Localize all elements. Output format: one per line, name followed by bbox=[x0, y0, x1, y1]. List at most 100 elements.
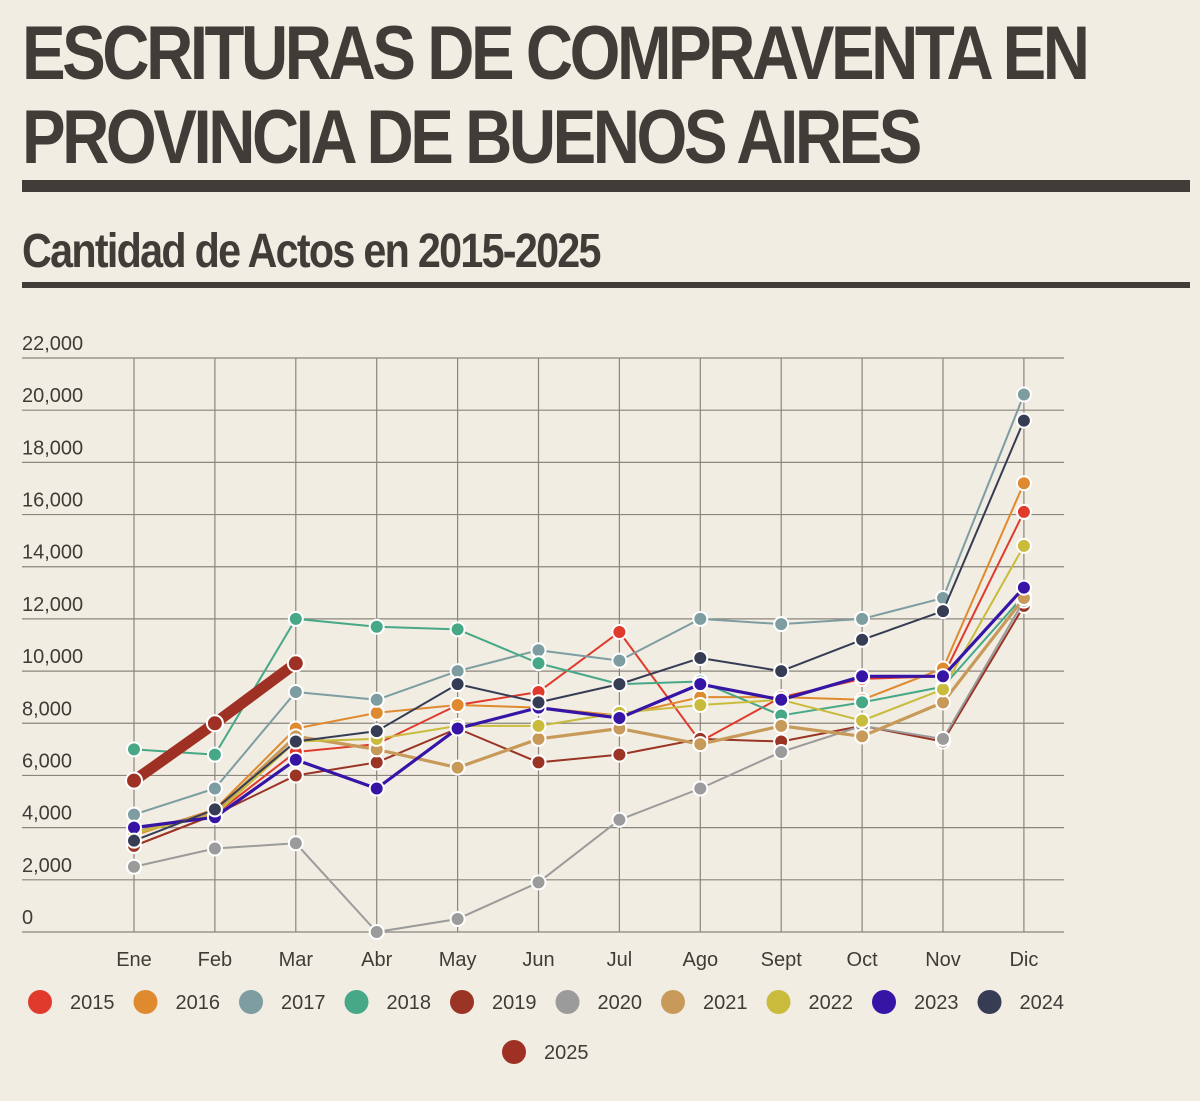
legend-item-2016[interactable]: 2016 bbox=[133, 990, 221, 1014]
data-point-2019[interactable] bbox=[611, 746, 628, 763]
x-tick-label: Ene bbox=[116, 949, 152, 971]
data-point-2024[interactable] bbox=[449, 676, 466, 693]
data-point-2019[interactable] bbox=[530, 754, 547, 771]
legend-item-2020[interactable]: 2020 bbox=[555, 990, 643, 1014]
data-point-2023[interactable] bbox=[449, 720, 466, 737]
data-point-2024[interactable] bbox=[935, 603, 951, 620]
legend-label: 2024 bbox=[1020, 992, 1065, 1014]
data-point-2017[interactable] bbox=[773, 616, 790, 633]
data-point-2022[interactable] bbox=[530, 717, 547, 734]
data-point-2023[interactable] bbox=[935, 668, 951, 685]
data-point-2024[interactable] bbox=[287, 733, 304, 750]
x-tick-label: Jul bbox=[607, 949, 633, 971]
legend-label: 2016 bbox=[176, 992, 221, 1014]
data-point-2023[interactable] bbox=[1015, 579, 1032, 596]
data-point-2021[interactable] bbox=[773, 717, 790, 734]
data-point-2023[interactable] bbox=[611, 710, 628, 727]
data-point-2017[interactable] bbox=[611, 652, 628, 669]
data-point-2015[interactable] bbox=[1015, 503, 1032, 520]
data-point-2016[interactable] bbox=[449, 697, 466, 714]
legend-item-2017[interactable]: 2017 bbox=[239, 990, 326, 1014]
data-point-2017[interactable] bbox=[854, 610, 871, 627]
data-point-2019[interactable] bbox=[368, 754, 385, 771]
legend-item-2018[interactable]: 2018 bbox=[344, 990, 432, 1014]
data-point-2023[interactable] bbox=[854, 668, 871, 685]
data-point-2023[interactable] bbox=[692, 676, 709, 693]
data-point-2017[interactable] bbox=[1015, 386, 1032, 403]
data-point-2025[interactable] bbox=[205, 714, 224, 733]
data-point-2020[interactable] bbox=[530, 874, 547, 891]
legend-item-2025[interactable]: 2025 bbox=[502, 1040, 589, 1064]
data-point-2023[interactable] bbox=[126, 819, 142, 836]
data-point-2015[interactable] bbox=[611, 623, 628, 640]
data-point-2021[interactable] bbox=[935, 694, 951, 711]
y-tick-label: 12,000 bbox=[22, 594, 83, 616]
series-line-2023 bbox=[132, 586, 1026, 830]
data-point-2020[interactable] bbox=[692, 780, 709, 797]
data-point-2017[interactable] bbox=[692, 610, 709, 627]
legend-item-2024[interactable]: 2024 bbox=[977, 990, 1065, 1014]
data-point-2017[interactable] bbox=[206, 780, 223, 797]
legend-item-2023[interactable]: 2023 bbox=[872, 990, 959, 1014]
data-point-2018[interactable] bbox=[287, 610, 304, 627]
data-point-2017[interactable] bbox=[287, 683, 304, 700]
data-point-2020[interactable] bbox=[287, 835, 304, 852]
data-point-2018[interactable] bbox=[368, 618, 385, 635]
legend-item-2022[interactable]: 2022 bbox=[766, 990, 854, 1014]
legend-item-2015[interactable]: 2015 bbox=[28, 990, 115, 1014]
legend-swatch bbox=[872, 990, 896, 1014]
data-point-2017[interactable] bbox=[126, 806, 142, 823]
data-point-2024[interactable] bbox=[773, 663, 790, 680]
data-point-2018[interactable] bbox=[530, 655, 547, 672]
data-point-2018[interactable] bbox=[206, 746, 223, 763]
data-point-2018[interactable] bbox=[449, 621, 466, 638]
data-point-2016[interactable] bbox=[368, 704, 385, 721]
legend-item-2019[interactable]: 2019 bbox=[450, 990, 537, 1014]
data-point-2023[interactable] bbox=[773, 691, 790, 708]
data-point-2017[interactable] bbox=[449, 663, 466, 680]
data-point-2024[interactable] bbox=[692, 650, 709, 667]
data-point-2022[interactable] bbox=[935, 681, 951, 698]
data-point-2020[interactable] bbox=[773, 743, 790, 760]
data-point-2024[interactable] bbox=[368, 723, 385, 740]
data-point-2021[interactable] bbox=[449, 759, 466, 776]
legend-item-2021[interactable]: 2021 bbox=[661, 990, 748, 1014]
data-point-2021[interactable] bbox=[692, 736, 709, 753]
data-point-2021[interactable] bbox=[530, 730, 547, 747]
data-point-2024[interactable] bbox=[854, 631, 871, 648]
data-point-2024[interactable] bbox=[126, 832, 142, 849]
data-point-2024[interactable] bbox=[530, 694, 547, 711]
legend-label: 2018 bbox=[387, 992, 432, 1014]
data-point-2025[interactable] bbox=[125, 771, 143, 790]
series-line-2015 bbox=[133, 510, 1025, 847]
data-point-2021[interactable] bbox=[854, 728, 871, 745]
chart-series bbox=[125, 386, 1032, 940]
data-point-2025[interactable] bbox=[286, 654, 305, 673]
y-tick-label: 20,000 bbox=[22, 385, 83, 407]
data-point-2020[interactable] bbox=[935, 730, 951, 747]
data-point-2017[interactable] bbox=[530, 642, 547, 659]
data-point-2020[interactable] bbox=[449, 910, 466, 927]
data-point-2022[interactable] bbox=[1015, 537, 1032, 554]
data-point-2017[interactable] bbox=[368, 691, 385, 708]
data-point-2023[interactable] bbox=[368, 780, 385, 797]
data-point-2018[interactable] bbox=[126, 741, 142, 758]
data-point-2020[interactable] bbox=[206, 840, 223, 857]
data-point-2022[interactable] bbox=[692, 697, 709, 714]
data-point-2023[interactable] bbox=[287, 751, 304, 768]
data-point-2020[interactable] bbox=[126, 858, 142, 875]
legend-label: 2025 bbox=[544, 1042, 589, 1064]
data-point-2016[interactable] bbox=[1015, 475, 1032, 492]
data-point-2022[interactable] bbox=[854, 712, 871, 729]
data-point-2020[interactable] bbox=[611, 811, 628, 828]
y-tick-label: 18,000 bbox=[22, 437, 83, 459]
data-point-2018[interactable] bbox=[854, 694, 871, 711]
data-point-2024[interactable] bbox=[611, 676, 628, 693]
legend-swatch bbox=[28, 990, 52, 1014]
data-point-2024[interactable] bbox=[206, 801, 223, 818]
line-chart: 0 2,000 4,000 6,000 8,000 10,000 12,000 14,000 1… bbox=[22, 333, 1065, 1064]
data-point-2019[interactable] bbox=[287, 767, 304, 784]
data-point-2024[interactable] bbox=[1015, 412, 1032, 429]
data-point-2020[interactable] bbox=[368, 924, 385, 940]
title-line-1: ESCRITURAS DE COMPRAVENTA EN bbox=[22, 11, 1090, 96]
